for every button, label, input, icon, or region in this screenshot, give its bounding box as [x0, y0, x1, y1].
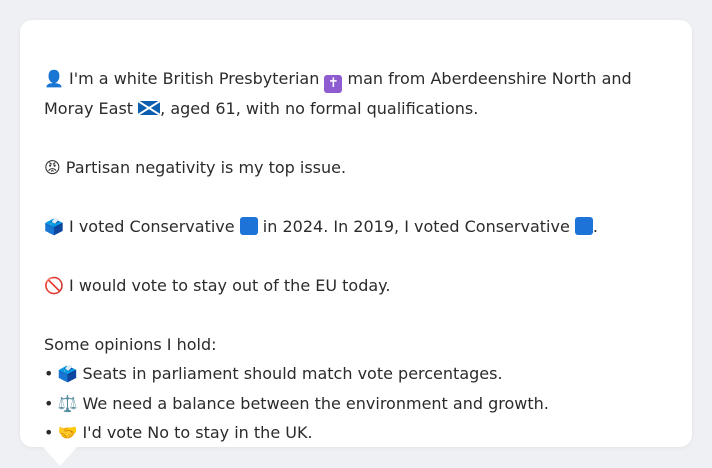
eu-stance-text: I would vote to stay out of the EU today… — [69, 275, 391, 295]
vote-text-3: . — [592, 216, 598, 236]
top-issue-text: Partisan negativity is my top issue. — [65, 157, 347, 177]
opinion-text: Seats in parliament should match vote pe… — [82, 364, 503, 383]
balance-scale-icon: ⚖️ — [57, 393, 78, 413]
angry-face-icon: 😡 — [44, 157, 61, 177]
constituency-text: Moray East — [44, 98, 134, 118]
person-icon: 👤 — [44, 69, 64, 88]
identity-text-2: man from Aberdeenshire North and — [347, 69, 632, 88]
bullet: • — [44, 364, 54, 383]
blue-square-icon — [574, 216, 593, 235]
ballot-box-icon: 🗳️ — [57, 364, 78, 383]
eu-stance-paragraph: 🚫 I would vote to stay out of the EU tod… — [44, 271, 668, 301]
opinion-text: I'd vote No to stay in the UK. — [82, 423, 313, 442]
scotland-flag-icon — [138, 100, 161, 115]
prohibited-icon: 🚫 — [44, 275, 64, 295]
top-issue-paragraph: 😡 Partisan negativity is my top issue. — [44, 153, 668, 183]
identity-paragraph: 👤 I'm a white British Presbyterian ✝ man… — [44, 64, 668, 123]
speech-bubble-tail — [42, 446, 78, 466]
vote-text-2: in 2024. In 2019, I voted Conservative — [262, 216, 570, 236]
vote-text-1: I voted Conservative — [69, 216, 235, 236]
blue-square-icon — [239, 216, 258, 235]
persona-card: 👤 I'm a white British Presbyterian ✝ man… — [20, 20, 692, 447]
opinion-item: • 🤝 I'd vote No to stay in the UK. — [44, 418, 668, 448]
opinions-heading: Some opinions I hold: — [44, 334, 217, 354]
opinion-item: • 🗳️ Seats in parliament should match vot… — [44, 359, 668, 389]
voting-history-paragraph: 🗳️ I voted Conservative in 2024. In 2019… — [44, 212, 668, 242]
opinion-item: • ⚖️ We need a balance between the enviro… — [44, 389, 668, 419]
opinion-text: We need a balance between the environmen… — [82, 393, 549, 413]
bullet: • — [44, 393, 54, 413]
handshake-icon: 🤝 — [57, 423, 78, 442]
age-text: , aged 61, with no formal qualifications… — [160, 98, 479, 118]
identity-text-1: I'm a white British Presbyterian — [69, 69, 320, 88]
bullet: • — [44, 423, 54, 442]
latin-cross-icon: ✝ — [324, 75, 343, 93]
ballot-box-icon: 🗳️ — [44, 216, 64, 236]
